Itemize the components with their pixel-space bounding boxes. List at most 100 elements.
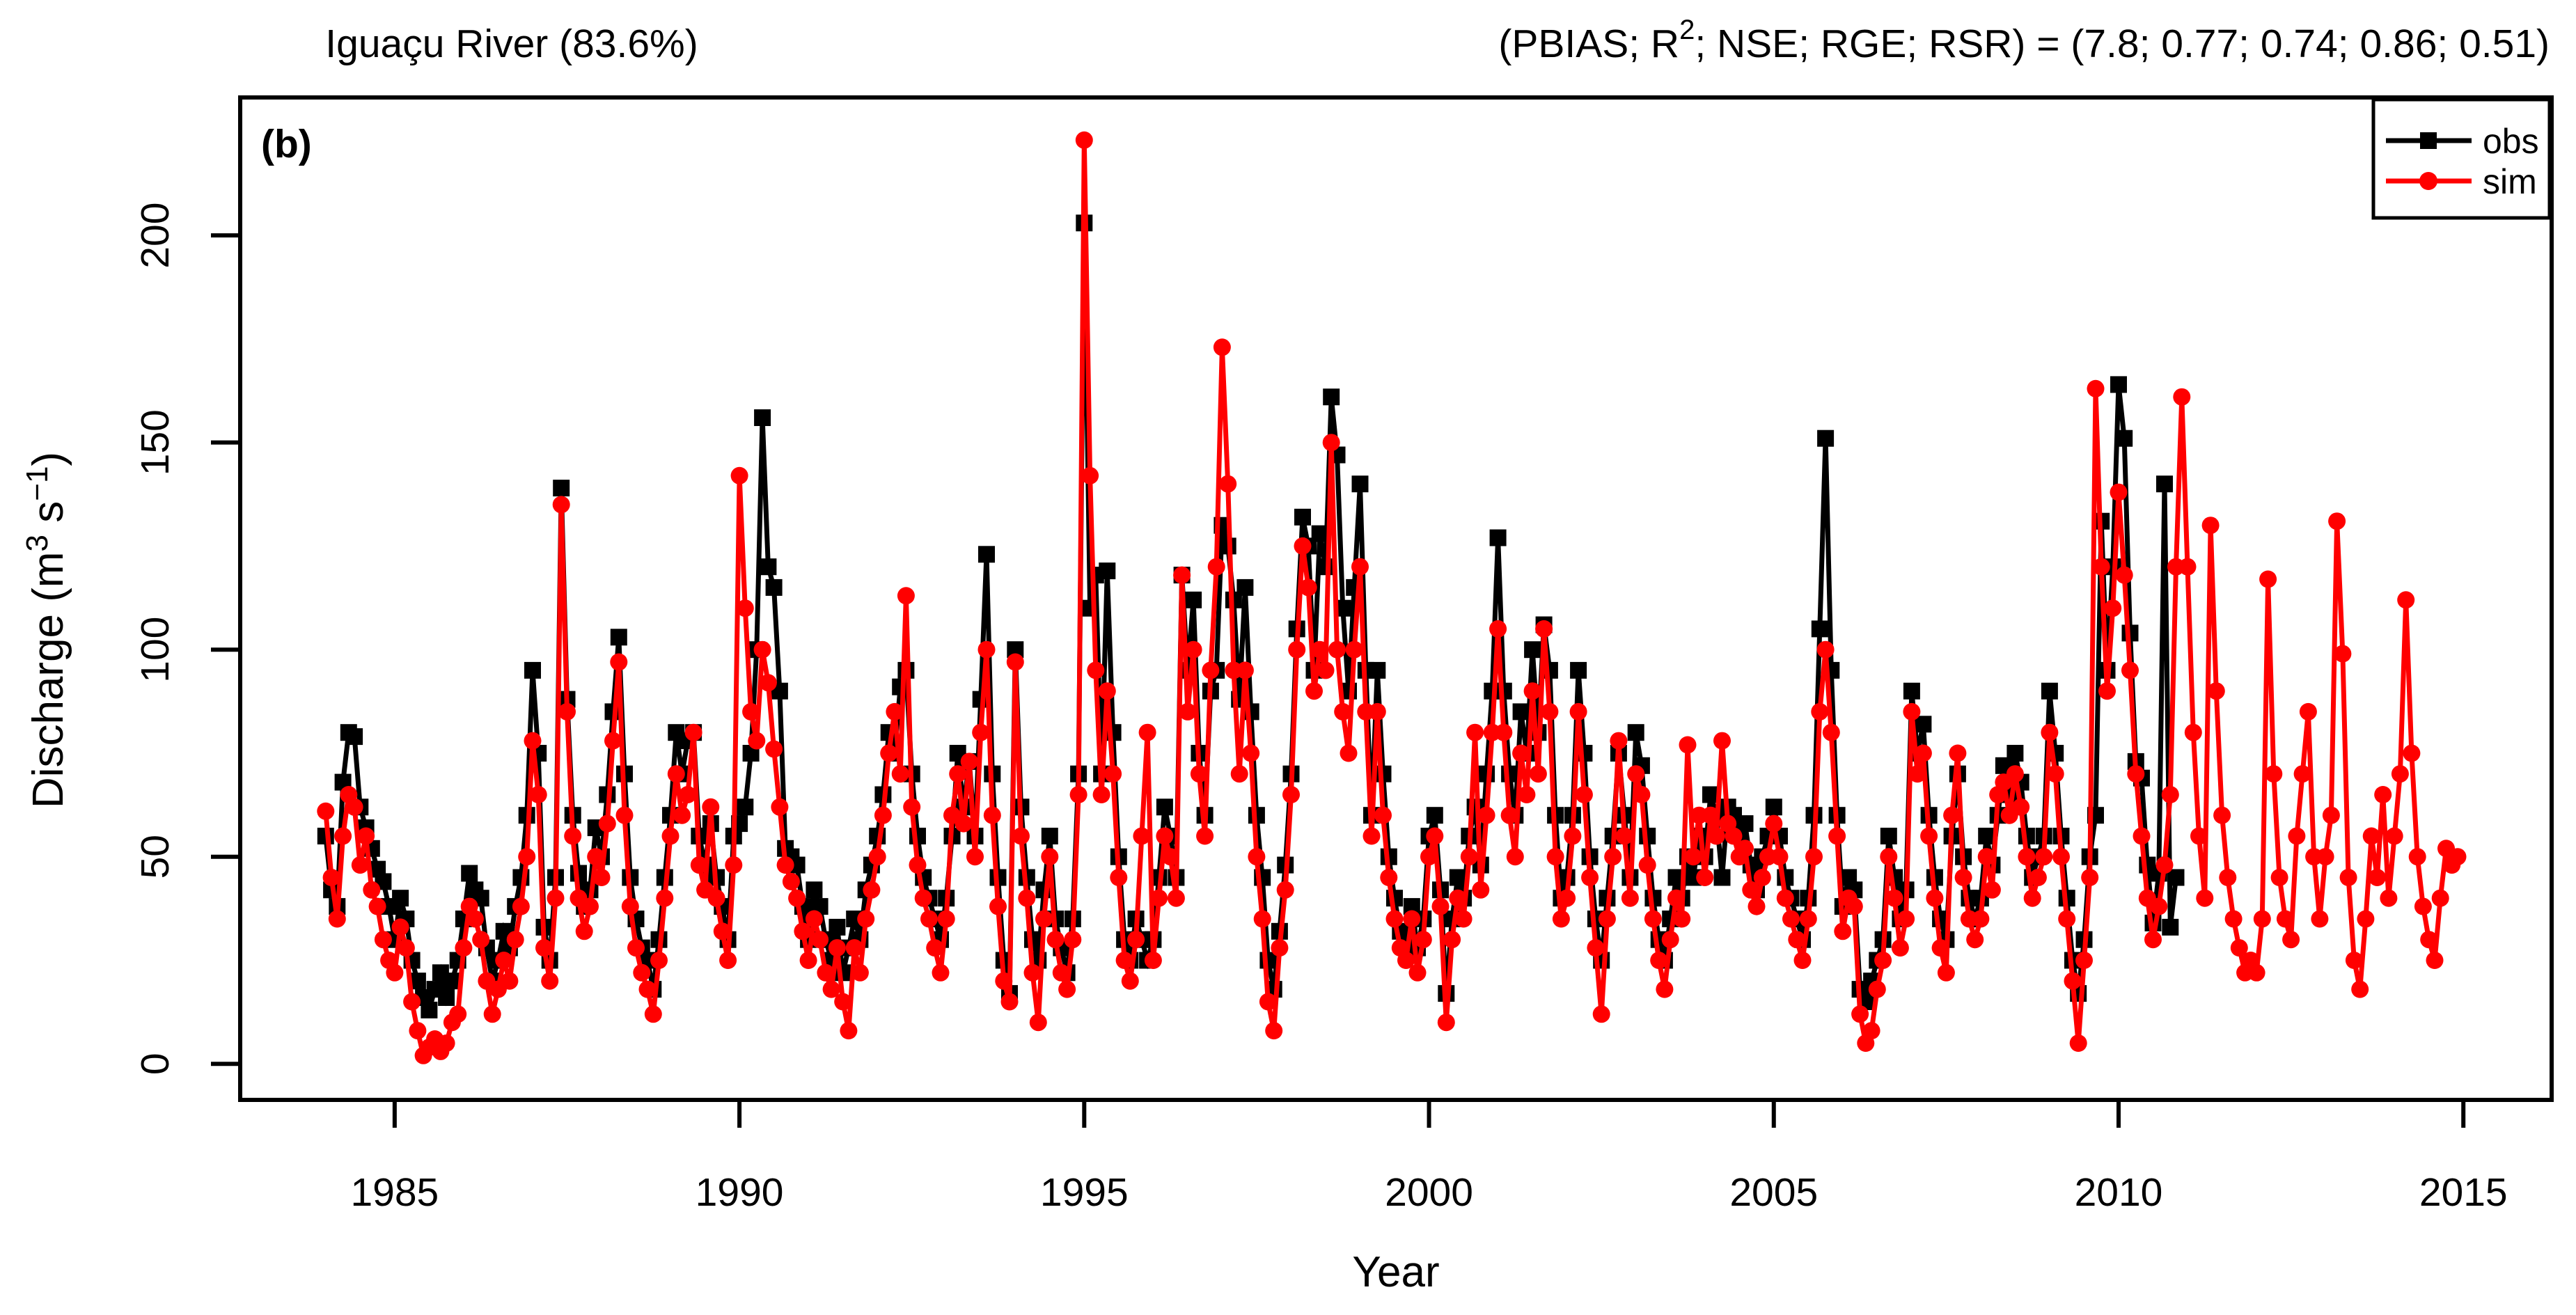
sim-marker: [1713, 732, 1731, 750]
sim-marker: [2178, 558, 2197, 576]
sim-marker: [661, 827, 680, 845]
sim-marker: [529, 786, 547, 803]
sim-marker: [2276, 910, 2294, 928]
sim-marker: [386, 963, 404, 982]
sim-marker: [2368, 869, 2386, 886]
sim-marker: [1954, 869, 1972, 886]
legend-obs-marker: [2420, 132, 2437, 149]
sim-marker: [914, 889, 932, 907]
obs-marker: [1903, 682, 1920, 700]
sim-marker: [1098, 682, 1116, 700]
sim-marker: [753, 640, 771, 659]
sim-marker: [1046, 931, 1065, 949]
obs-marker: [1489, 529, 1507, 546]
sim-marker: [1317, 661, 1335, 679]
sim-marker: [1558, 889, 1576, 907]
sim-marker: [2173, 388, 2191, 406]
sim-marker: [1885, 889, 1903, 907]
sim-marker: [2408, 848, 2426, 866]
obs-marker: [2006, 745, 2024, 762]
sim-marker: [2288, 827, 2306, 845]
sim-marker: [2374, 786, 2392, 803]
x-tick-label: 1990: [696, 1170, 784, 1215]
sim-marker: [713, 922, 731, 940]
sim-marker: [1018, 889, 1036, 907]
sim-marker: [2207, 682, 2225, 700]
sim-marker: [437, 1034, 455, 1052]
sim-marker: [1621, 889, 1639, 907]
sim-marker: [1661, 931, 1679, 949]
sim-marker: [1173, 566, 1191, 584]
y-tick-label: 200: [133, 203, 178, 269]
sim-marker: [397, 939, 415, 957]
sim-marker: [472, 931, 490, 949]
sim-marker: [759, 674, 777, 692]
sim-marker: [1897, 910, 1915, 928]
sim-marker: [1903, 702, 1921, 721]
sim-marker: [684, 723, 702, 741]
sim-marker: [2328, 512, 2346, 530]
obs-marker: [1041, 828, 1058, 844]
sim-marker: [799, 952, 817, 969]
sim-marker: [1431, 897, 1450, 915]
obs-marker: [1323, 388, 1340, 406]
y-tick-label: 150: [133, 409, 178, 475]
sim-marker: [2150, 897, 2168, 915]
sim-marker: [2035, 848, 2053, 866]
obs-marker: [1478, 765, 1495, 782]
sim-marker: [1926, 889, 1944, 907]
sim-marker: [1610, 732, 1628, 750]
obs-marker: [1351, 475, 1369, 493]
sim-marker: [1006, 653, 1024, 671]
sim-marker: [2161, 786, 2179, 803]
sim-marker: [449, 1005, 467, 1023]
sim-marker: [1380, 869, 1398, 886]
sim-marker: [581, 897, 599, 915]
obs-marker: [2110, 376, 2127, 393]
sim-marker: [1765, 814, 1783, 833]
obs-marker: [1294, 508, 1311, 526]
sim-marker: [2431, 889, 2449, 907]
sim-marker: [817, 963, 835, 982]
obs-marker: [1369, 661, 1386, 679]
sim-marker: [322, 869, 340, 886]
sim-marker: [2029, 869, 2047, 886]
legend-label-sim: sim: [2483, 162, 2537, 201]
sim-marker: [725, 856, 743, 874]
obs-marker: [1501, 765, 1518, 782]
sim-marker: [788, 889, 806, 907]
sim-marker: [1374, 806, 1392, 824]
sim-marker: [811, 931, 829, 949]
sim-marker: [2075, 952, 2093, 969]
y-tick-label: 50: [133, 835, 178, 879]
sim-marker: [610, 653, 628, 671]
sim-marker: [2345, 952, 2363, 969]
sim-marker: [2247, 963, 2265, 982]
sim-marker: [707, 889, 725, 907]
obs-marker: [1524, 641, 1541, 659]
sim-marker: [1075, 131, 1093, 149]
sim-marker: [1592, 1005, 1610, 1023]
sim-marker: [2265, 765, 2283, 783]
sim-marker: [673, 806, 691, 824]
obs-marker: [1915, 716, 1932, 733]
sim-marker: [1552, 910, 1570, 928]
sim-marker: [909, 856, 927, 874]
sim-marker: [966, 848, 984, 866]
sim-marker: [972, 723, 990, 741]
sim-marker: [1966, 931, 1984, 949]
sim-marker: [863, 881, 881, 899]
sim-marker: [730, 466, 748, 485]
sim-marker: [1495, 723, 1513, 741]
sim-marker: [334, 827, 352, 845]
sim-marker: [466, 910, 484, 928]
sim-marker: [2144, 931, 2162, 949]
sim-marker: [1271, 939, 1289, 957]
sim-marker: [828, 939, 846, 957]
sim-marker: [1305, 682, 1323, 700]
sim-marker: [1184, 640, 1202, 659]
sim-marker: [667, 765, 685, 783]
sim-marker: [604, 732, 622, 750]
sim-marker: [868, 848, 886, 866]
obs-marker: [1817, 430, 1835, 447]
